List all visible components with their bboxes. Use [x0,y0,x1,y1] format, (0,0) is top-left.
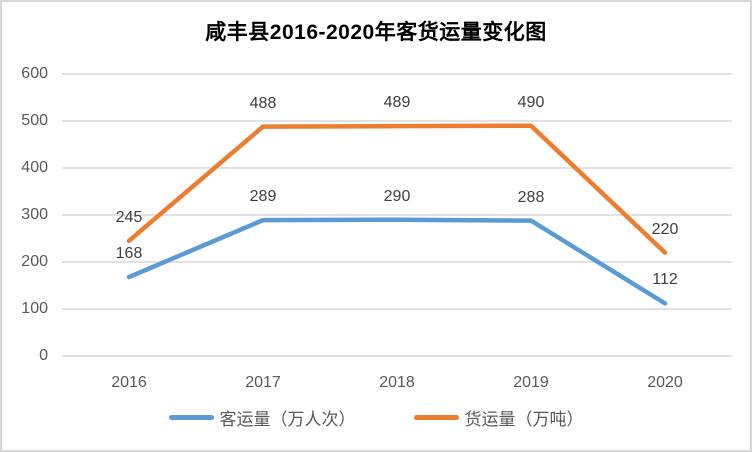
x-axis-label: 2018 [379,374,415,391]
x-axis-label: 2019 [513,374,549,391]
legend: 客运量（万人次） 货运量（万吨） [2,405,750,430]
data-label: 288 [517,188,545,206]
y-axis-tick-label: 200 [21,253,48,270]
x-axis-label: 2016 [111,374,147,391]
data-label: 168 [115,245,143,263]
data-label: 112 [652,271,678,289]
y-axis-tick-label: 100 [21,300,48,317]
data-label: 245 [115,208,143,226]
y-axis-tick-label: 600 [21,65,48,82]
y-axis-tick-label: 300 [21,206,48,223]
data-label: 289 [249,188,277,206]
y-axis-tick-label: 400 [21,159,48,176]
legend-item-passenger: 客运量（万人次） [168,405,356,430]
legend-swatch-freight [413,415,459,420]
series-line-1 [126,123,668,255]
y-axis-tick-label: 0 [39,347,48,364]
x-axis-label: 2020 [647,374,683,391]
data-label: 490 [517,93,545,111]
legend-swatch-passenger [168,415,214,420]
legend-item-freight: 货运量（万吨） [413,405,584,430]
legend-label-passenger: 客运量（万人次） [219,410,356,429]
chart-title: 咸丰县2016-2020年客货运量变化图 [205,21,547,44]
data-label: 489 [383,94,411,112]
series-line-0 [126,217,668,306]
x-axis-label: 2017 [245,374,281,391]
y-axis-tick-label: 500 [21,112,48,129]
data-label: 290 [383,187,411,205]
data-label: 488 [249,94,277,112]
data-label: 220 [651,220,679,238]
legend-label-freight: 货运量（万吨） [464,410,584,429]
